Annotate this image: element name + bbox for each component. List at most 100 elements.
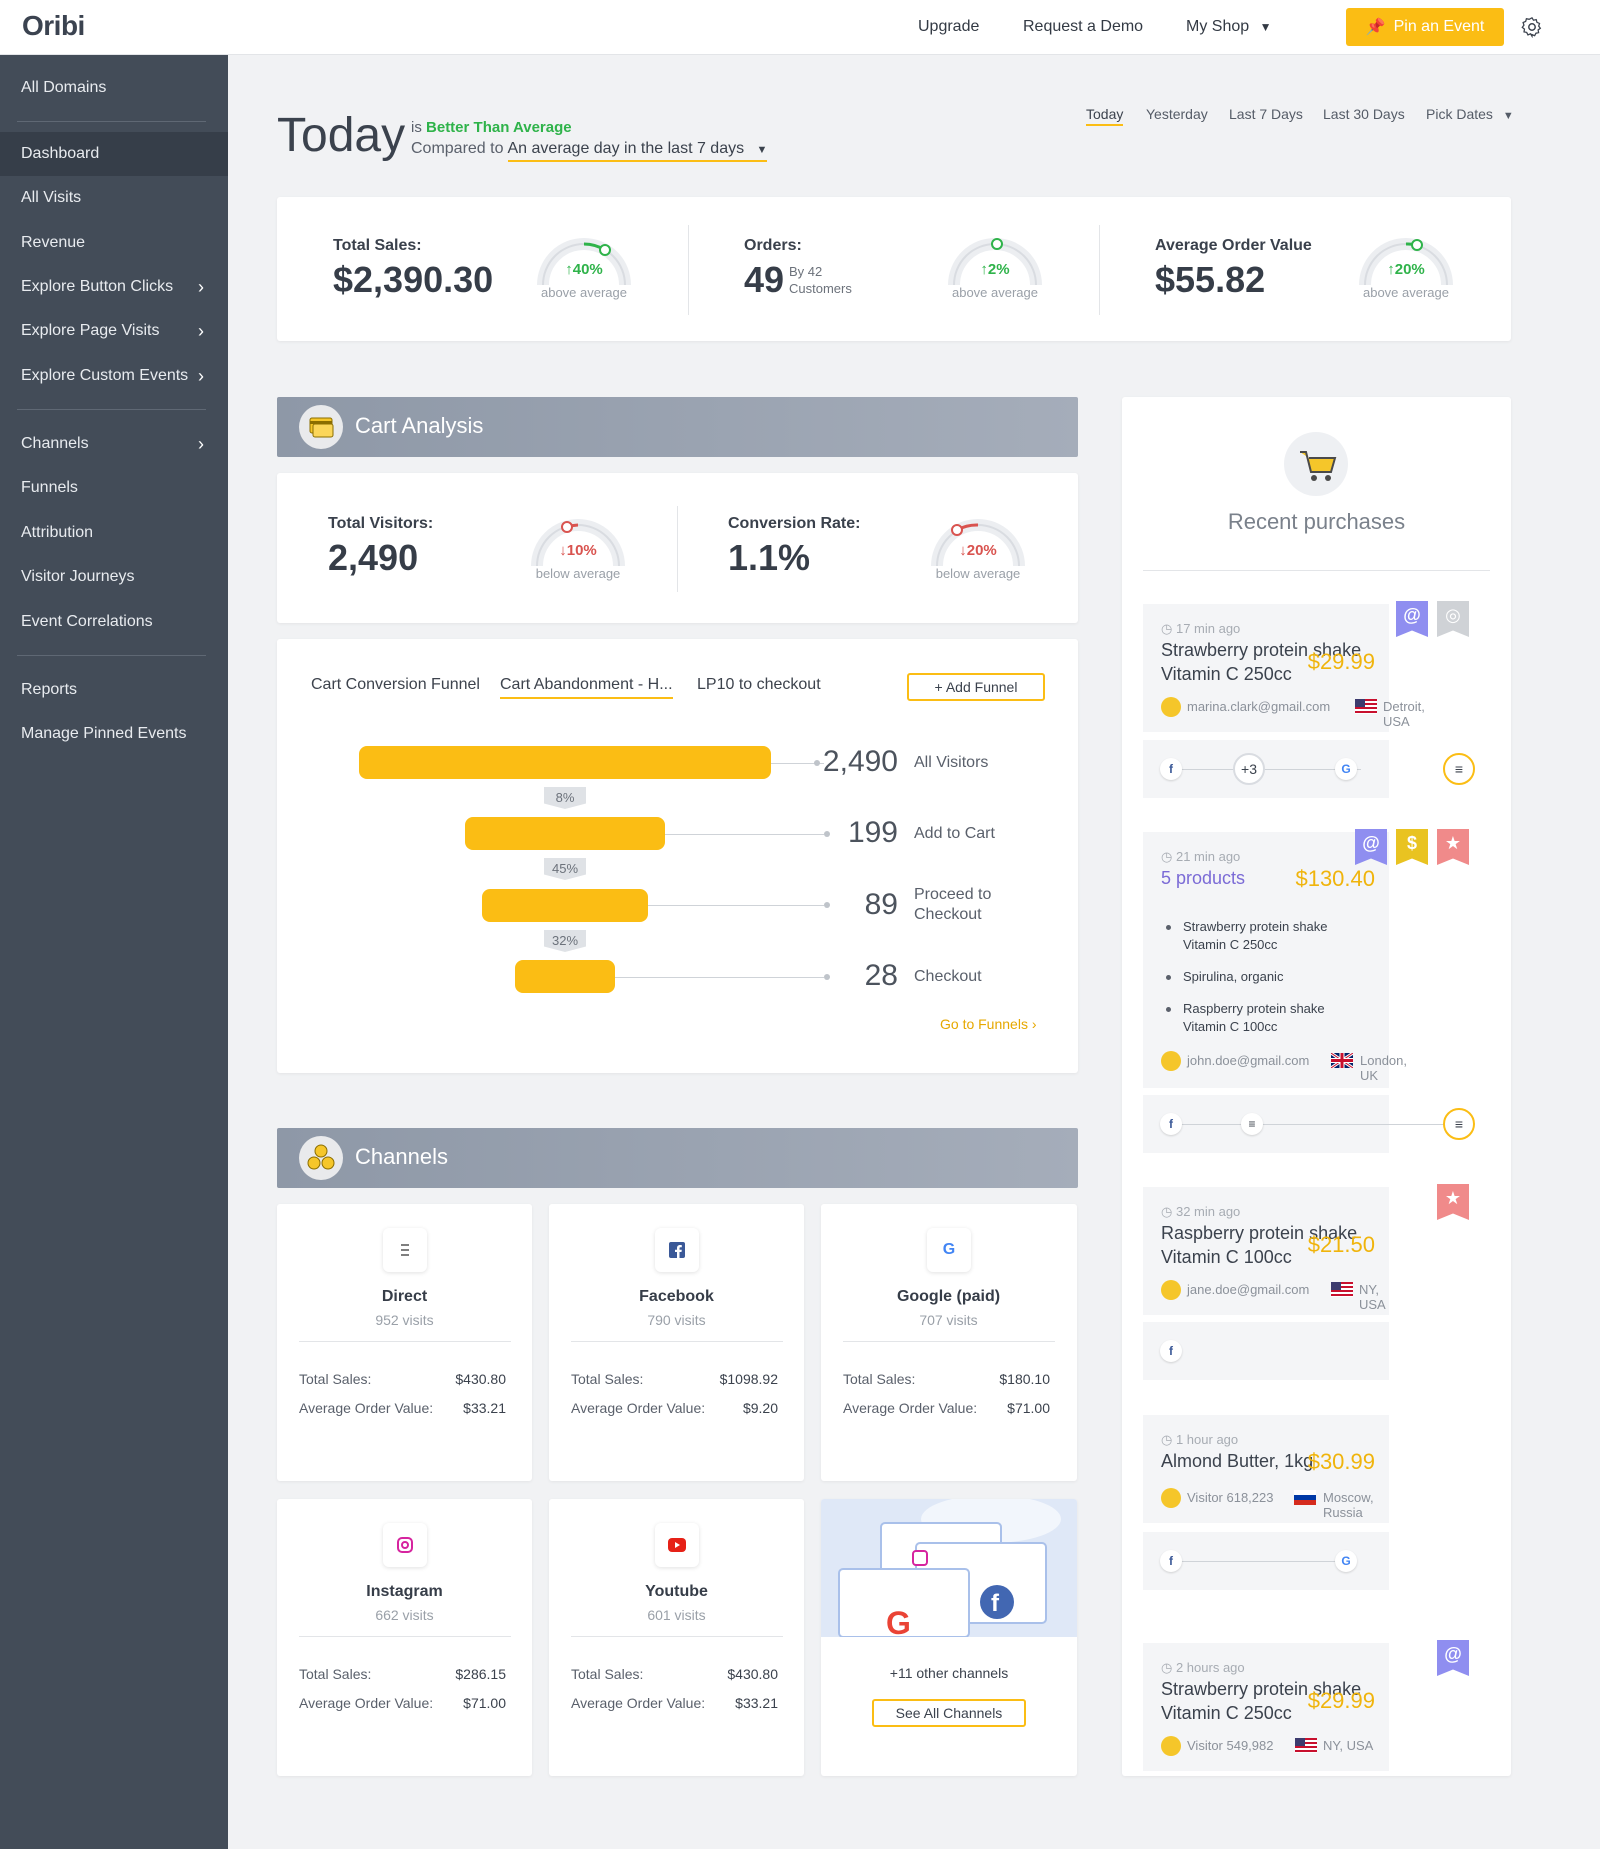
google-icon[interactable]: G <box>1335 758 1357 780</box>
logo[interactable]: Oribi <box>22 10 85 41</box>
direct-icon[interactable]: ≡ <box>1443 753 1475 785</box>
gauge-pct-value: 20% <box>966 542 997 559</box>
tab-cart-abandonment[interactable]: Cart Abandonment - H... <box>500 676 673 699</box>
divider <box>688 225 689 315</box>
sidebar-item-channels[interactable]: Channels › <box>0 422 228 466</box>
sales-label: Total Sales: <box>299 1666 372 1682</box>
funnel-bar-all-visitors[interactable] <box>359 746 771 779</box>
svg-text:f: f <box>991 1590 1000 1617</box>
cart-analysis-title: Cart Analysis <box>355 413 484 438</box>
purchase-location: NY, USA <box>1323 1738 1374 1753</box>
sales-value: $180.10 <box>999 1371 1050 1387</box>
purchase-time: ◷ 17 min ago <box>1161 621 1240 637</box>
my-shop-label: My Shop <box>1186 18 1250 35</box>
tab-lp10-to-checkout[interactable]: LP10 to checkout <box>697 676 821 693</box>
sidebar-item-explore-page-visits[interactable]: Explore Page Visits › <box>0 309 228 353</box>
nav-my-shop[interactable]: My Shop ▼ <box>1186 18 1271 36</box>
sidebar-item-revenue[interactable]: Revenue <box>0 221 228 265</box>
funnel-bar-add-to-cart[interactable] <box>465 817 665 850</box>
see-all-channels-button[interactable]: See All Channels <box>872 1699 1026 1727</box>
go-to-funnels-link[interactable]: Go to Funnels › <box>940 1016 1037 1032</box>
journey-track: f <box>1143 1322 1389 1380</box>
clock-icon: ◷ <box>1161 621 1173 636</box>
sidebar-item-explore-button-clicks[interactable]: Explore Button Clicks › <box>0 265 228 309</box>
chevron-right-icon: › <box>198 277 204 297</box>
funnel-bar-proceed-to-checkout[interactable] <box>482 889 648 922</box>
kpi-value-aov: $55.82 <box>1155 259 1266 300</box>
flag-uk-icon <box>1331 1053 1353 1068</box>
sales-value: $430.80 <box>727 1666 778 1682</box>
chevron-down-icon: ▼ <box>756 144 768 156</box>
plus-icon: + <box>934 679 943 695</box>
channel-visits: 790 visits <box>647 1312 706 1328</box>
direct-icon[interactable]: ≡ <box>1241 1113 1263 1135</box>
channel-card-google[interactable]: G Google (paid) 707 visits Total Sales: … <box>821 1204 1077 1481</box>
facebook-icon[interactable]: f <box>1160 1113 1182 1135</box>
coins-icon <box>299 1136 343 1180</box>
aov-label: Average Order Value: <box>571 1400 706 1416</box>
channel-visits: 601 visits <box>647 1607 706 1623</box>
gauge-note: above average <box>1362 285 1449 300</box>
nav-upgrade[interactable]: Upgrade <box>918 18 980 35</box>
purchase-card[interactable]: ◷ 1 hour ago Almond Butter, 1kg $30.99 V… <box>1143 1415 1389 1523</box>
purchase-card[interactable]: ◷ 21 min ago 5 products $130.40 @ $ ★ St… <box>1143 829 1469 1088</box>
is-prefix: is <box>411 119 422 136</box>
date-range-pick-dates[interactable]: Pick Dates ▼ <box>1426 106 1514 122</box>
date-range-yesterday[interactable]: Yesterday <box>1146 106 1208 122</box>
gear-icon[interactable] <box>1521 16 1543 38</box>
page-title: Today <box>277 109 406 162</box>
purchase-card[interactable]: ◷ 2 hours ago Strawberry protein shake Vi… <box>1143 1640 1469 1771</box>
sidebar-item-reports[interactable]: Reports <box>0 668 228 712</box>
facebook-icon[interactable]: f <box>1160 758 1182 780</box>
google-icon: G <box>927 1228 971 1272</box>
sidebar-item-visitor-journeys[interactable]: Visitor Journeys <box>0 555 228 599</box>
sidebar-divider <box>17 409 206 410</box>
purchase-card[interactable]: ◷ 17 min ago Strawberry protein shake Vit… <box>1143 601 1469 732</box>
direct-icon[interactable]: ≡ <box>1443 1108 1475 1140</box>
sidebar-item-attribution[interactable]: Attribution <box>0 511 228 555</box>
tab-cart-conversion-funnel[interactable]: Cart Conversion Funnel <box>311 676 480 693</box>
pin-event-button[interactable]: 📌 Pin an Event <box>1346 8 1504 46</box>
pick-dates-label: Pick Dates <box>1426 106 1493 122</box>
sidebar-item-label: Dashboard <box>21 145 100 162</box>
channel-visits: 662 visits <box>375 1607 434 1623</box>
sidebar-item-explore-custom-events[interactable]: Explore Custom Events › <box>0 354 228 398</box>
sidebar-item-event-correlations[interactable]: Event Correlations <box>0 600 228 644</box>
purchase-price: $21.50 <box>1307 1232 1375 1257</box>
avatar <box>1161 1736 1181 1756</box>
aov-label: Average Order Value: <box>299 1400 434 1416</box>
channel-visits: 707 visits <box>919 1312 978 1328</box>
funnel-bar-checkout[interactable] <box>515 960 615 993</box>
compared-select[interactable]: An average day in the last 7 days ▼ <box>507 140 768 162</box>
aov-value: $71.00 <box>463 1695 506 1711</box>
google-icon[interactable]: G <box>1335 1550 1357 1572</box>
purchase-location: Moscow, Russia <box>1323 1490 1374 1520</box>
sales-label: Total Sales: <box>843 1371 916 1387</box>
nav-request-demo[interactable]: Request a Demo <box>1023 18 1144 35</box>
sidebar-item-all-domains[interactable]: All Domains <box>0 66 228 110</box>
channel-card-direct[interactable]: Direct 952 visits Total Sales: $430.80 A… <box>277 1204 532 1481</box>
date-range-today[interactable]: Today <box>1086 106 1124 126</box>
add-funnel-button[interactable]: + Add Funnel <box>907 673 1045 701</box>
journey-track: f +3 G ≡ <box>1143 740 1475 798</box>
sidebar-item-all-visits[interactable]: All Visits <box>0 176 228 220</box>
more-touchpoints[interactable]: +3 <box>1233 753 1265 785</box>
date-range-last-7-days[interactable]: Last 7 Days <box>1229 106 1303 122</box>
status-text: Better Than Average <box>426 119 572 136</box>
funnel-dot <box>814 760 820 766</box>
channel-card-instagram[interactable]: Instagram 662 visits Total Sales: $286.1… <box>277 1499 532 1776</box>
channel-card-facebook[interactable]: Facebook 790 visits Total Sales: $1098.9… <box>549 1204 804 1481</box>
purchase-card[interactable]: ◷ 32 min ago Raspberry protein shake Vita… <box>1143 1184 1469 1315</box>
channel-card-youtube[interactable]: Youtube 601 visits Total Sales: $430.80 … <box>549 1499 804 1776</box>
facebook-icon[interactable]: f <box>1160 1340 1182 1362</box>
purchase-title: Strawberry protein shake Vitamin C 250cc <box>1161 638 1361 686</box>
chevron-down-icon: ▼ <box>1502 110 1514 122</box>
sidebar-item-funnels[interactable]: Funnels <box>0 466 228 510</box>
facebook-icon[interactable]: f <box>1160 1550 1182 1572</box>
sidebar-item-manage-pinned-events[interactable]: Manage Pinned Events <box>0 712 228 756</box>
date-range-last-30-days[interactable]: Last 30 Days <box>1323 106 1405 122</box>
purchase-time: ◷ 1 hour ago <box>1161 1432 1238 1448</box>
arrow-down-icon: ↓ <box>559 542 567 559</box>
sidebar-item-dashboard[interactable]: Dashboard <box>0 132 228 176</box>
gauge-arc-icon <box>1359 238 1453 286</box>
